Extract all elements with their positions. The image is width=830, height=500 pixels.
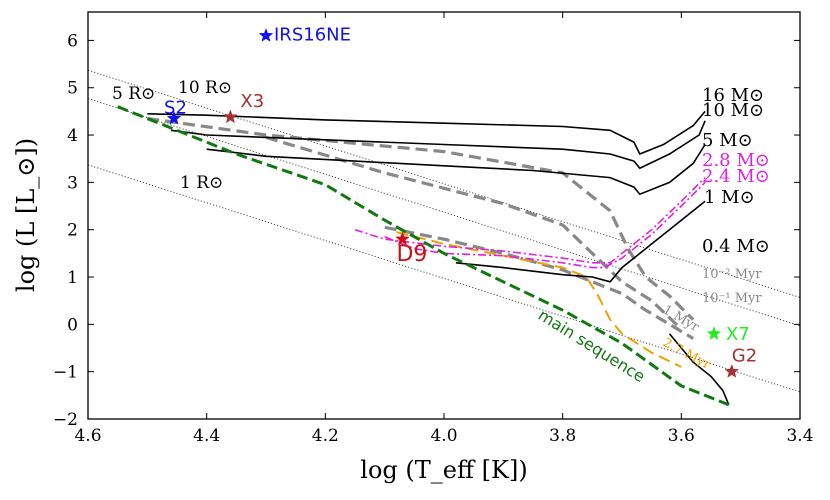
star-label-g2: G2 xyxy=(732,346,757,367)
isochrone-label-2-7-myr: 2.7 Myr xyxy=(660,335,713,373)
track-label-2-8-m: 2.8 M⊙ xyxy=(702,150,770,171)
radius-label-10-r: 10 R⊙ xyxy=(178,78,232,98)
y-tick-label: 5 xyxy=(67,79,78,99)
y-tick-label: −2 xyxy=(53,410,78,430)
isochrone-label-10-myr: 10⁻¹ Myr xyxy=(702,291,762,306)
star-label-x3: X3 xyxy=(240,91,264,112)
star-d9 xyxy=(395,231,410,246)
star-label-s2: S2 xyxy=(164,97,187,118)
track-label-16-m: 16 M⊙ xyxy=(702,85,764,106)
x-tick-label: 4.2 xyxy=(312,426,339,446)
y-tick-label: 0 xyxy=(67,315,78,335)
star-x7 xyxy=(706,326,722,341)
isochrone-10-myr xyxy=(265,135,683,331)
x-tick-label: 4.6 xyxy=(74,426,101,446)
isochrone-2-7-myr xyxy=(396,231,682,368)
star-label-x7: X7 xyxy=(726,324,750,345)
axis-ticks: 4.6 4.4 4.2 4.0 3.8 3.6 3.4 −2 −1 0 1 2 3 4 5 6 xyxy=(53,12,814,446)
track-10-m xyxy=(170,120,706,170)
y-tick-label: −1 xyxy=(53,363,78,383)
y-tick-label: 3 xyxy=(67,173,78,193)
track-label-2-4-m: 2.4 M⊙ xyxy=(702,166,770,187)
track-label-1-m: 1 M⊙ xyxy=(704,187,755,208)
track-2-4-m xyxy=(384,181,706,269)
star-s2 xyxy=(166,110,182,125)
y-tick-label: 1 xyxy=(67,268,78,288)
track-0-4-m xyxy=(668,333,730,406)
radius-label-1-r: 1 R⊙ xyxy=(180,173,223,193)
track-1-m xyxy=(455,200,706,283)
radius-label-5-r: 5 R⊙ xyxy=(112,84,155,104)
track-5-m xyxy=(206,144,706,196)
isochrone-10-myr xyxy=(147,116,695,321)
x-tick-label: 3.6 xyxy=(668,426,695,446)
main-sequence-line xyxy=(117,105,730,407)
track-label-0-4-m: 0.4 M⊙ xyxy=(702,236,770,257)
y-tick-label: 4 xyxy=(67,126,78,146)
star-label-irs16ne: IRS16NE xyxy=(274,25,351,46)
x-tick-label: 3.4 xyxy=(786,426,813,446)
x-tick-label: 3.8 xyxy=(549,426,576,446)
track-label-10-m: 10 M⊙ xyxy=(702,100,764,121)
isochrone-1-myr xyxy=(384,225,695,340)
x-axis-label: log (T_eff [K]) xyxy=(360,456,527,484)
y-tick-label: 6 xyxy=(67,31,78,51)
isochrone-label-10-myr: 10⁻² Myr xyxy=(702,267,762,282)
track-label-5-m: 5 M⊙ xyxy=(702,130,753,151)
y-axis-label: log (L [L_⊙]) xyxy=(12,138,40,292)
x-tick-label: 4.4 xyxy=(193,426,220,446)
track-16-m xyxy=(147,110,706,156)
star-irs16ne xyxy=(258,27,274,42)
star-label-d9: D9 xyxy=(396,242,427,267)
star-x3 xyxy=(223,109,238,124)
main-sequence-label: main sequence xyxy=(535,305,649,386)
star-g2 xyxy=(724,363,740,378)
plot-content xyxy=(88,27,800,407)
x-tick-label: 4.0 xyxy=(430,426,457,446)
y-tick-label: 2 xyxy=(67,221,78,241)
